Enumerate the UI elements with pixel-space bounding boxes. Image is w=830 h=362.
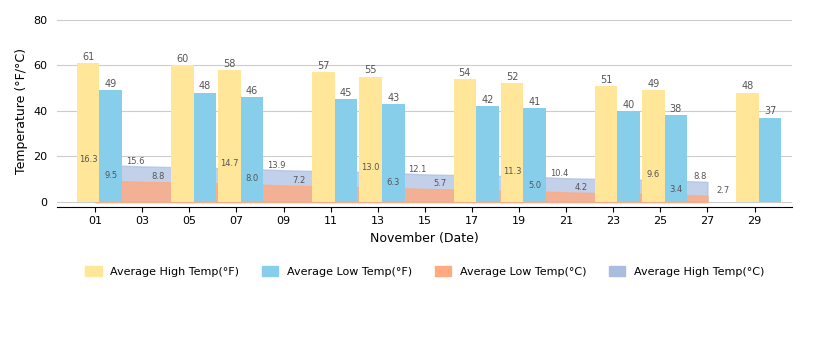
Text: 46: 46 (246, 86, 258, 96)
Bar (312, 72, 334, 202)
Bar (500, 83, 523, 202)
Text: 45: 45 (340, 88, 353, 98)
Text: 58: 58 (223, 59, 236, 68)
Bar (76, 63, 100, 202)
Bar (218, 70, 241, 202)
Text: 40: 40 (622, 100, 635, 110)
Text: 10.4: 10.4 (550, 169, 569, 178)
Text: 37: 37 (764, 106, 776, 117)
Text: 54: 54 (459, 68, 471, 78)
Text: 38: 38 (670, 104, 682, 114)
Text: 52: 52 (505, 72, 518, 82)
Text: 48: 48 (741, 81, 754, 91)
Text: 6.3: 6.3 (387, 178, 400, 187)
Bar (193, 93, 216, 202)
Text: 55: 55 (364, 66, 377, 75)
X-axis label: November (Date): November (Date) (370, 232, 479, 245)
Text: 13.9: 13.9 (267, 161, 286, 169)
Bar (665, 115, 687, 202)
Bar (171, 65, 193, 202)
Bar (759, 118, 781, 202)
Text: 49: 49 (647, 79, 659, 89)
Text: 61: 61 (82, 52, 94, 62)
Text: 57: 57 (317, 61, 330, 71)
Text: 51: 51 (600, 75, 613, 85)
Text: 9.6: 9.6 (647, 171, 660, 180)
Bar (359, 76, 382, 202)
Bar (241, 97, 263, 202)
Text: 12.1: 12.1 (408, 165, 427, 174)
Bar (453, 79, 476, 202)
Text: 8.8: 8.8 (694, 172, 707, 181)
Text: 16.3: 16.3 (79, 155, 97, 164)
Bar (100, 90, 122, 202)
Bar (642, 90, 665, 202)
Text: 3.4: 3.4 (669, 185, 682, 194)
Text: 8.8: 8.8 (151, 172, 164, 181)
Text: 43: 43 (387, 93, 399, 103)
Bar (736, 93, 759, 202)
Text: 4.2: 4.2 (575, 183, 588, 192)
Text: 15.6: 15.6 (126, 157, 144, 166)
Bar (618, 111, 640, 202)
Bar (476, 106, 499, 202)
Text: 13.0: 13.0 (361, 163, 380, 172)
Y-axis label: Temperature (°F/°C): Temperature (°F/°C) (15, 48, 28, 174)
Text: 42: 42 (481, 95, 494, 105)
Text: 8.0: 8.0 (246, 174, 259, 183)
Legend: Average High Temp(°F), Average Low Temp(°F), Average Low Temp(°C), Average High : Average High Temp(°F), Average Low Temp(… (81, 262, 769, 281)
Text: 49: 49 (105, 79, 117, 89)
Text: 2.7: 2.7 (716, 186, 730, 195)
Text: 14.7: 14.7 (220, 159, 238, 168)
Bar (382, 104, 404, 202)
Bar (595, 86, 618, 202)
Text: 5.0: 5.0 (528, 181, 541, 190)
Text: 5.7: 5.7 (434, 179, 447, 188)
Text: 60: 60 (176, 54, 188, 64)
Text: 11.3: 11.3 (503, 167, 521, 176)
Text: 41: 41 (529, 97, 540, 108)
Text: 7.2: 7.2 (292, 176, 305, 185)
Bar (523, 109, 546, 202)
Text: 9.5: 9.5 (104, 171, 117, 180)
Bar (334, 99, 358, 202)
Text: 48: 48 (198, 81, 211, 91)
